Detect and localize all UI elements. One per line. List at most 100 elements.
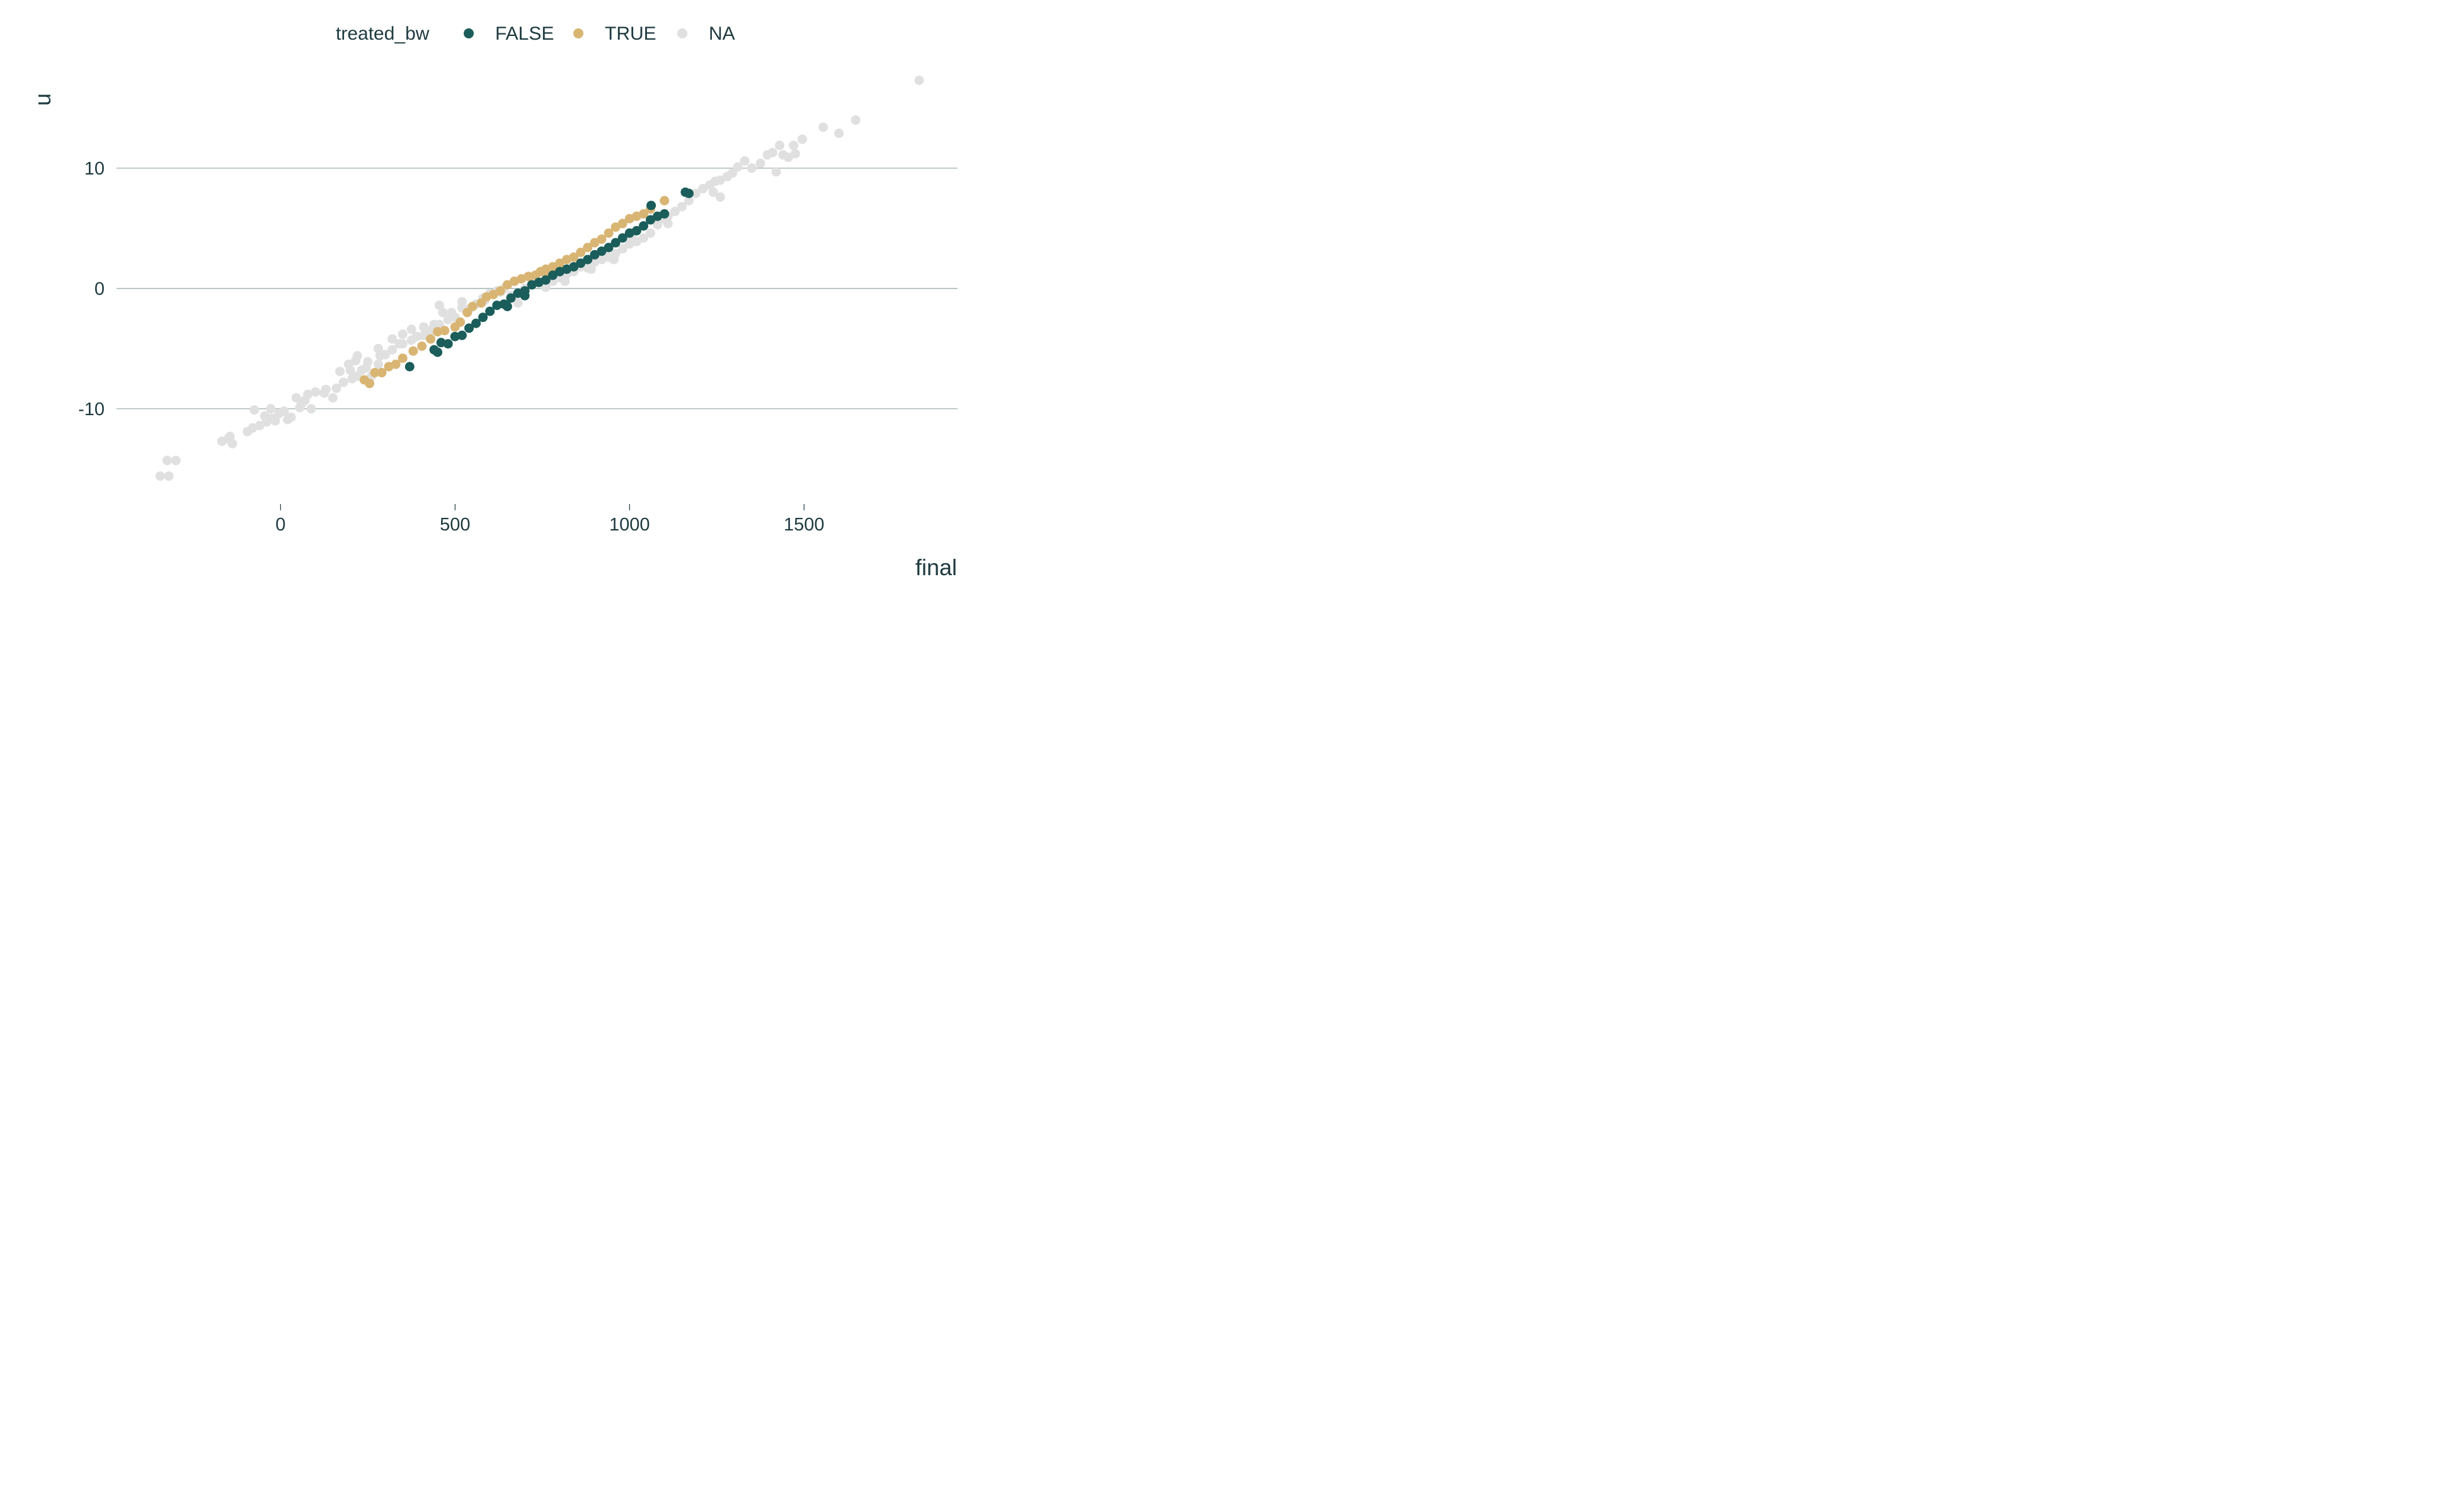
data-point: [406, 324, 416, 335]
data-point: [631, 226, 641, 236]
gridlines: [117, 168, 958, 410]
data-point: [398, 339, 408, 349]
data-point: [457, 297, 467, 307]
y-tick-label: 10: [84, 159, 105, 179]
data-point: [639, 221, 648, 231]
data-point: [478, 312, 488, 323]
data-point: [660, 196, 670, 205]
data-point: [698, 183, 708, 193]
data-point: [783, 152, 793, 163]
data-point: [684, 188, 694, 198]
data-point: [488, 289, 498, 299]
legend-label-true: TRUE: [605, 23, 656, 44]
data-point: [352, 351, 362, 361]
data-point: [708, 187, 718, 197]
data-point: [279, 406, 289, 416]
data-point: [604, 243, 614, 253]
data-point: [914, 76, 924, 85]
data-point: [419, 322, 428, 332]
data-point: [419, 330, 428, 340]
data-point: [306, 404, 316, 414]
y-axis-ticks: -10 0 10: [78, 159, 105, 420]
data-point: [560, 276, 570, 286]
data-point: [670, 207, 680, 217]
data-point: [387, 334, 398, 344]
data-point: [447, 307, 457, 318]
data-point: [590, 238, 600, 248]
y-axis-title: u: [30, 93, 55, 106]
data-point: [583, 243, 593, 253]
data-point: [610, 238, 621, 248]
data-point: [343, 359, 353, 369]
data-point: [171, 455, 181, 466]
data-point: [789, 140, 799, 151]
data-point: [597, 234, 607, 244]
data-point: [677, 202, 687, 212]
legend-key-true: [573, 28, 583, 38]
data-point: [609, 255, 619, 265]
data-point: [586, 264, 596, 274]
data-point: [249, 405, 260, 415]
data-point: [297, 399, 307, 409]
data-point: [443, 339, 453, 349]
data-point: [404, 362, 415, 372]
data-point: [303, 389, 313, 399]
data-point: [377, 368, 387, 377]
data-point: [798, 134, 807, 144]
data-point: [311, 387, 321, 397]
data-point: [398, 353, 408, 364]
data-point: [684, 196, 694, 205]
x-tick-label: 1000: [609, 515, 650, 535]
data-point: [646, 200, 656, 210]
data-point: [520, 290, 530, 301]
legend-key-false: [464, 28, 474, 38]
data-point: [335, 367, 345, 377]
data-points: [155, 76, 924, 481]
data-point: [286, 412, 296, 422]
legend-title: treated_bw: [336, 23, 430, 44]
data-point: [162, 455, 172, 466]
data-point: [576, 248, 586, 258]
data-point: [495, 286, 505, 296]
data-point: [555, 258, 564, 268]
data-point: [597, 246, 607, 256]
data-point: [506, 293, 516, 303]
data-point: [426, 334, 435, 344]
x-tick-label: 0: [275, 515, 285, 535]
y-tick-label: -10: [78, 399, 105, 420]
data-point: [617, 244, 627, 254]
data-point: [411, 331, 421, 341]
data-point: [433, 347, 443, 357]
data-point: [502, 280, 512, 290]
data-point: [455, 317, 466, 327]
data-point: [227, 438, 238, 449]
data-point: [733, 162, 743, 172]
scatter-plot-svg: -10 0 10 0 500 1000 1500 treated_bw FALSE TRU…: [30, 23, 958, 580]
data-point: [850, 115, 861, 125]
data-point: [331, 383, 341, 393]
data-point: [771, 167, 781, 177]
data-point: [569, 252, 579, 262]
data-point: [471, 318, 481, 328]
x-axis-ticks: 0 500 1000 1500: [275, 504, 825, 535]
data-point: [440, 326, 450, 336]
data-point: [604, 228, 614, 238]
data-point: [485, 306, 495, 316]
data-point: [417, 341, 427, 351]
data-point: [590, 249, 600, 260]
data-point: [663, 219, 673, 229]
data-point: [775, 140, 784, 151]
data-point: [321, 384, 331, 394]
data-point: [433, 327, 443, 337]
data-point: [338, 377, 348, 387]
data-point: [576, 258, 586, 268]
data-point: [457, 330, 467, 340]
x-tick-label: 500: [440, 515, 470, 535]
legend: treated_bw FALSE TRUE NA: [336, 23, 735, 44]
data-point: [374, 359, 383, 369]
data-point: [646, 228, 655, 238]
data-point: [502, 302, 512, 311]
data-point: [370, 368, 380, 377]
data-point: [747, 163, 757, 173]
data-point: [467, 302, 478, 311]
